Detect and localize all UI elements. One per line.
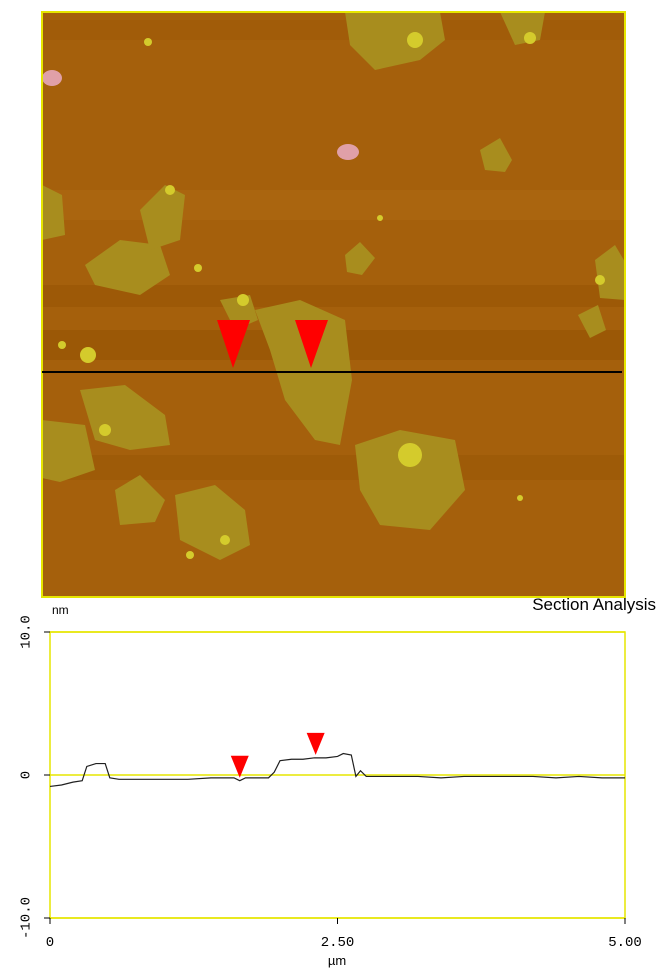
plot: 10.0 0 -10.0 0 2.50 5.00 [19, 615, 642, 951]
chart-title: Section Analysis [532, 595, 656, 614]
x-tick-label: 0 [46, 935, 54, 951]
y-tick-label: 0 [19, 771, 35, 779]
y-axis-label: nm [52, 603, 69, 617]
x-tick-label: 5.00 [608, 935, 642, 951]
afm-image [42, 12, 625, 597]
scan-band [42, 455, 625, 480]
figure: Section Analysis nm µm 10.0 0 -10.0 0 2.50 5.… [0, 0, 662, 970]
x-tick-label: 2.50 [321, 935, 355, 951]
y-tick-label: 10.0 [19, 615, 35, 649]
scan-band [42, 190, 625, 220]
y-tick-label: -10.0 [19, 897, 35, 939]
x-axis-label: µm [328, 953, 346, 968]
profile-line [50, 754, 625, 787]
cursor-marker [307, 733, 325, 755]
